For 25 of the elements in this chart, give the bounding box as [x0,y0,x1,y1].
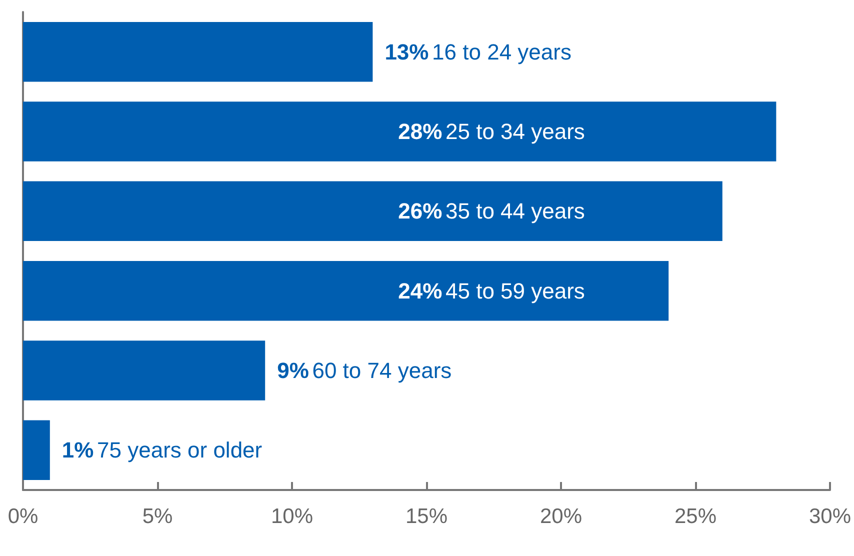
x-tick-label: 10% [270,505,314,528]
x-tick-label: 20% [540,505,582,528]
y-tick-label: 25 to 34 years [446,119,585,144]
data-label: 1% [62,438,94,463]
x-tick-label: 25% [674,505,717,528]
data-label: 26% [398,198,442,224]
data-label: 9% [277,358,309,383]
y-tick-label: 16 to 24 years [432,39,572,64]
bar [23,181,722,242]
data-label: 28% [398,119,442,144]
x-tick-label: 15% [405,505,448,528]
data-label: 13% [384,39,429,64]
bar [23,102,776,162]
x-tick-label: 0% [8,505,38,528]
y-tick-label: 60 to 74 years [312,358,452,383]
bar [23,340,266,400]
bar [23,22,373,82]
bar [23,420,50,480]
x-tick-label: 30% [808,505,851,528]
y-tick-label: 75 years or older [97,438,262,463]
y-tick-label: 35 to 44 years [446,198,585,224]
x-tick-label: 5% [142,505,173,528]
bar [23,260,669,321]
y-tick-label: 45 to 59 years [446,278,585,304]
data-label: 24% [398,278,442,304]
